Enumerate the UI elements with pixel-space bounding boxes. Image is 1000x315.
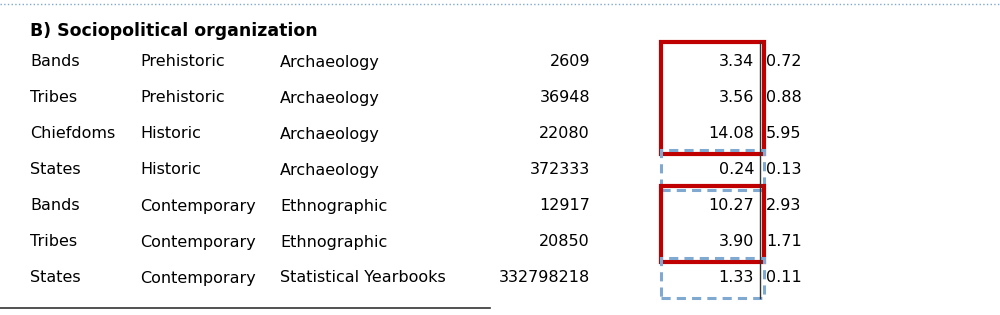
Text: 332798218: 332798218 — [499, 271, 590, 285]
Text: Prehistoric: Prehistoric — [140, 90, 225, 106]
Text: 0.13: 0.13 — [766, 163, 802, 177]
Text: 3.34: 3.34 — [719, 54, 754, 70]
Text: 36948: 36948 — [539, 90, 590, 106]
Text: Historic: Historic — [140, 163, 201, 177]
Text: States: States — [30, 271, 81, 285]
Text: Contemporary: Contemporary — [140, 198, 256, 214]
Bar — [661, 258, 764, 298]
Text: Bands: Bands — [30, 198, 80, 214]
Bar — [661, 186, 764, 262]
Text: 20850: 20850 — [539, 234, 590, 249]
Text: Statistical Yearbooks: Statistical Yearbooks — [280, 271, 446, 285]
Text: 2609: 2609 — [550, 54, 590, 70]
Text: 0.24: 0.24 — [718, 163, 754, 177]
Text: Prehistoric: Prehistoric — [140, 54, 225, 70]
Text: 14.08: 14.08 — [708, 127, 754, 141]
Text: 3.56: 3.56 — [719, 90, 754, 106]
Text: B) Sociopolitical organization: B) Sociopolitical organization — [30, 22, 318, 40]
Text: Contemporary: Contemporary — [140, 234, 256, 249]
Text: 1.71: 1.71 — [766, 234, 802, 249]
Text: 0.11: 0.11 — [766, 271, 802, 285]
Text: 2.93: 2.93 — [766, 198, 801, 214]
Text: 3.90: 3.90 — [719, 234, 754, 249]
Text: Ethnographic: Ethnographic — [280, 234, 387, 249]
Text: 0.88: 0.88 — [766, 90, 802, 106]
Bar — [661, 42, 764, 154]
Text: Historic: Historic — [140, 127, 201, 141]
Text: Ethnographic: Ethnographic — [280, 198, 387, 214]
Text: 1.33: 1.33 — [719, 271, 754, 285]
Text: Archaeology: Archaeology — [280, 54, 380, 70]
Text: 0.72: 0.72 — [766, 54, 802, 70]
Text: Tribes: Tribes — [30, 234, 77, 249]
Text: Bands: Bands — [30, 54, 80, 70]
Text: Archaeology: Archaeology — [280, 127, 380, 141]
Text: Tribes: Tribes — [30, 90, 77, 106]
Text: 10.27: 10.27 — [708, 198, 754, 214]
Text: 5.95: 5.95 — [766, 127, 802, 141]
Text: Chiefdoms: Chiefdoms — [30, 127, 115, 141]
Text: 22080: 22080 — [539, 127, 590, 141]
Bar — [661, 150, 764, 190]
Text: Archaeology: Archaeology — [280, 90, 380, 106]
Text: Contemporary: Contemporary — [140, 271, 256, 285]
Text: Archaeology: Archaeology — [280, 163, 380, 177]
Text: 12917: 12917 — [539, 198, 590, 214]
Text: States: States — [30, 163, 81, 177]
Text: 372333: 372333 — [530, 163, 590, 177]
